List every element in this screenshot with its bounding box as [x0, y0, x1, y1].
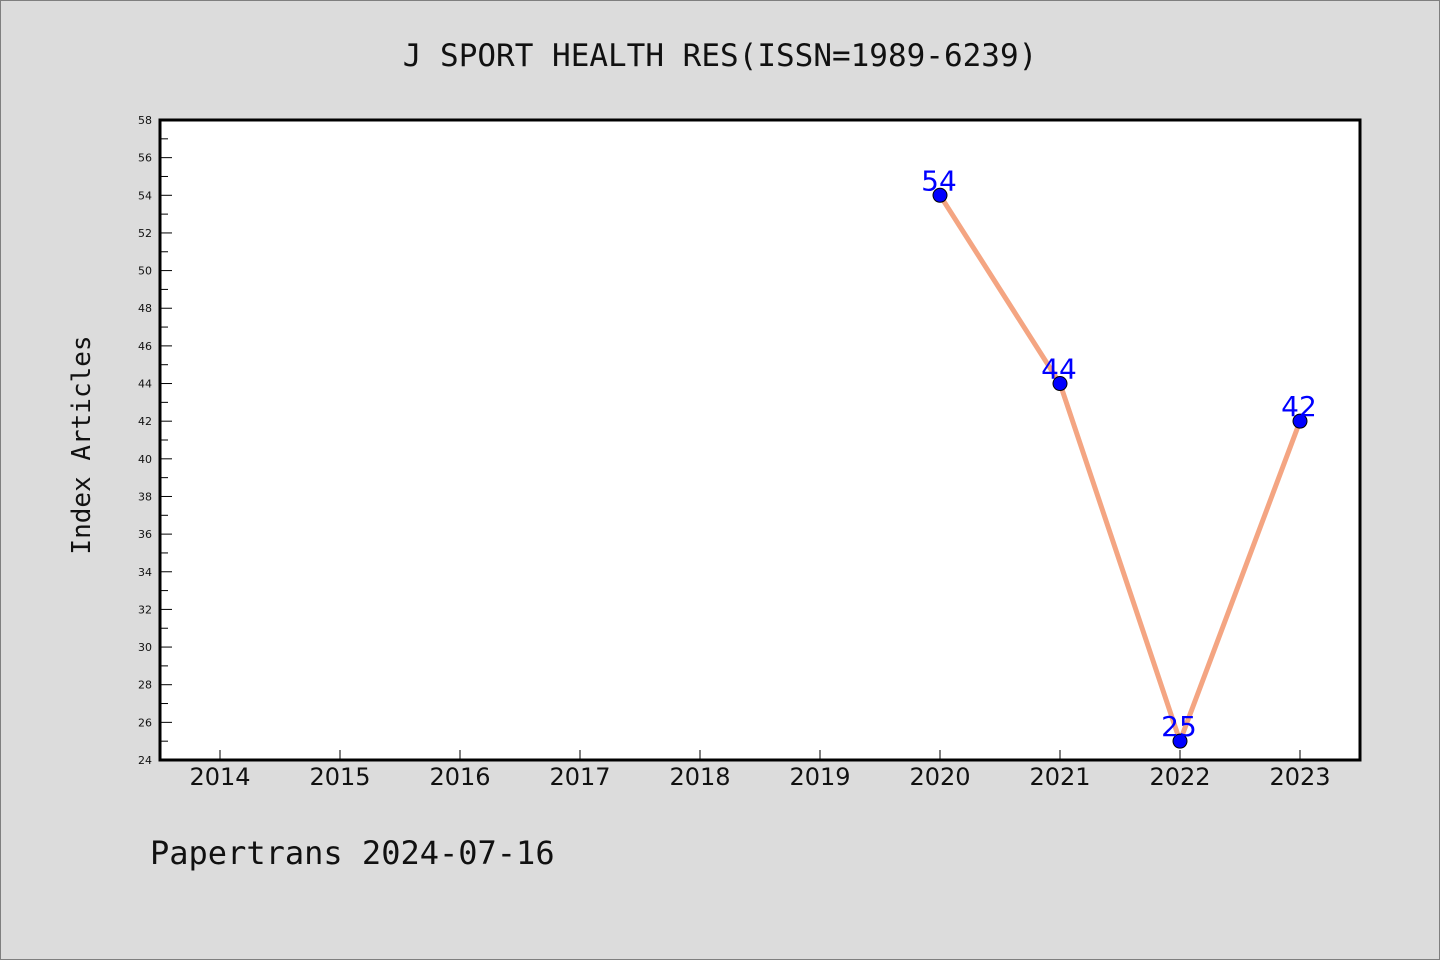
data-label: 42: [1281, 390, 1317, 423]
y-tick-label: 52: [138, 227, 152, 240]
x-tick-label: 2023: [1269, 763, 1330, 791]
y-tick-label: 58: [138, 114, 152, 127]
y-tick-label: 44: [138, 378, 152, 391]
y-tick-label: 26: [138, 716, 152, 729]
y-tick-label: 40: [138, 453, 152, 466]
y-axis: 24 26 28 30 32 34 36 38 40 42 44 46 48 50 52 54 56 58: [138, 114, 172, 767]
y-tick-label: 42: [138, 415, 152, 428]
y-tick-label: 34: [138, 566, 152, 579]
y-tick-label: 30: [138, 641, 152, 654]
series-layer: 54 44 25 42: [921, 164, 1317, 749]
data-point: [1292, 413, 1308, 429]
x-tick-label: 2018: [669, 763, 730, 791]
y-tick-label: 50: [138, 265, 152, 278]
series-line: [937, 192, 1303, 744]
plot-area: [158, 118, 1362, 762]
y-tick-label: 54: [138, 189, 152, 202]
data-label: 44: [1041, 353, 1077, 386]
y-tick-label: 28: [138, 679, 152, 692]
data-label: 54: [921, 164, 957, 197]
y-tick-label: 48: [138, 302, 152, 315]
y-tick-label: 36: [138, 528, 152, 541]
data-point: [1052, 376, 1068, 392]
chart-title: J SPORT HEALTH RES(ISSN=1989-6239): [403, 38, 1038, 74]
data-point: [932, 187, 948, 203]
x-axis: 2014 2015 2016 2017 2018 2019 2020 2021 2022 2023: [189, 750, 1331, 791]
y-tick-label: 56: [138, 152, 152, 165]
x-tick-label: 2014: [189, 763, 250, 791]
x-tick-label: 2021: [1029, 763, 1090, 791]
x-tick-label: 2017: [549, 763, 610, 791]
data-point: [1172, 733, 1188, 749]
y-tick-label: 32: [138, 603, 152, 616]
data-label: 25: [1161, 710, 1197, 743]
footer-text: Papertrans 2024-07-16: [150, 834, 555, 872]
y-tick-label: 46: [138, 340, 152, 353]
y-tick-label: 38: [138, 490, 152, 503]
y-axis-label: Index Articles: [67, 335, 97, 554]
x-tick-label: 2020: [909, 763, 970, 791]
x-tick-label: 2016: [429, 763, 490, 791]
x-tick-label: 2019: [789, 763, 850, 791]
x-tick-label: 2015: [309, 763, 370, 791]
x-tick-label: 2022: [1149, 763, 1210, 791]
y-tick-label: 24: [138, 754, 152, 767]
